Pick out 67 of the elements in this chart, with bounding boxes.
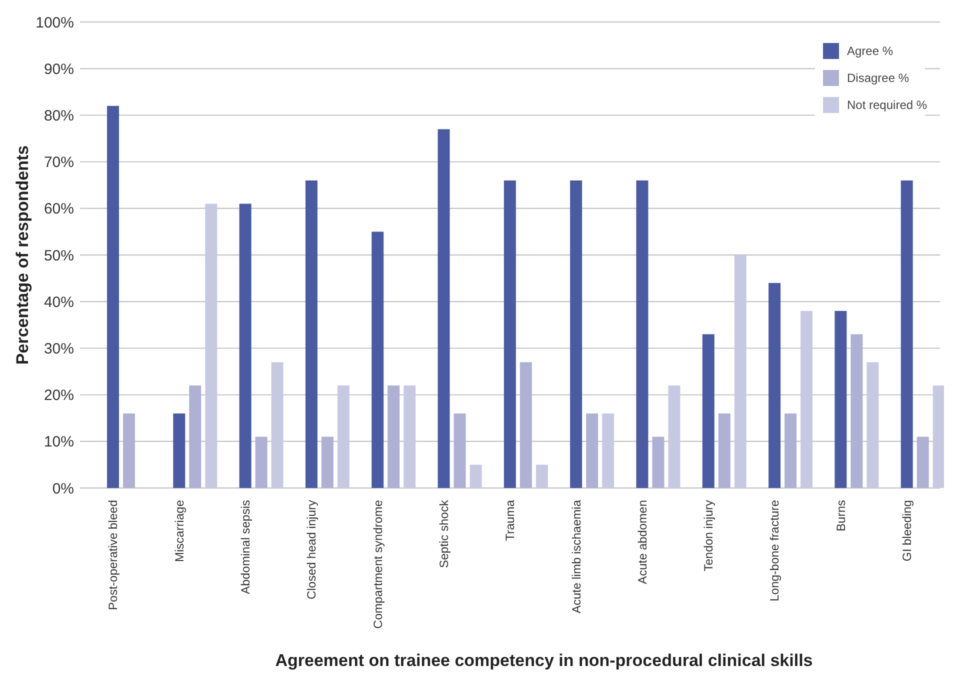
bar: [454, 413, 466, 488]
bar: [652, 436, 664, 488]
y-tick-label: 20%: [44, 387, 74, 404]
bar: [768, 282, 781, 488]
x-tick-label: Septic shock: [436, 499, 451, 568]
bar: [173, 413, 186, 488]
bar: [388, 385, 400, 488]
bar: [900, 180, 913, 488]
x-tick-label: Compartment syndrome: [370, 500, 385, 629]
y-tick-label: 70%: [44, 154, 74, 172]
bar: [866, 362, 879, 488]
x-tick-label: Trauma: [503, 500, 518, 541]
bar: [239, 204, 252, 488]
x-tick-label: GI bleeding: [900, 500, 914, 562]
bar: [305, 180, 318, 488]
bar: [520, 362, 532, 488]
bar: [916, 436, 929, 488]
x-tick-label: Long-bone fracture: [768, 500, 782, 602]
y-tick-label: 0%: [52, 480, 74, 498]
legend-label: Disagree %: [847, 71, 910, 86]
bar: [784, 413, 797, 488]
bar: [205, 204, 218, 488]
x-tick-label: Abdominal sepsis: [238, 500, 253, 594]
bar: [800, 310, 813, 488]
bar: [734, 255, 746, 488]
bar: [321, 436, 334, 488]
bar: [718, 413, 730, 488]
bar: [470, 464, 482, 488]
y-tick-label: 40%: [44, 294, 74, 311]
bar: [337, 385, 350, 488]
x-tick-label: Tendon injury: [702, 500, 716, 572]
y-tick-label: 30%: [44, 340, 74, 358]
bar: [932, 385, 944, 488]
bar: [702, 334, 714, 488]
bar: [602, 413, 614, 488]
bar: [834, 310, 847, 488]
x-tick-label: Post-operative bleed: [106, 500, 120, 610]
bar: [504, 180, 516, 488]
y-tick-label: 90%: [44, 60, 74, 78]
y-tick-label: 80%: [44, 107, 74, 124]
bar: [636, 180, 648, 488]
bar: [107, 106, 119, 488]
bar: [372, 232, 384, 488]
bar: [850, 334, 863, 488]
bar: [123, 413, 135, 488]
y-tick-label: 50%: [44, 247, 74, 264]
x-tick-label: Closed head injury: [304, 500, 319, 600]
legend-label: Not required %: [847, 98, 928, 112]
x-tick-label: Miscarriage: [172, 500, 186, 562]
bar: [271, 362, 284, 488]
bar: [586, 413, 598, 488]
legend-label: Agree %: [847, 44, 894, 58]
bar: [438, 129, 450, 488]
y-tick-label: 100%: [36, 14, 74, 32]
bar: [570, 180, 582, 488]
bar: [404, 385, 416, 488]
y-tick-label: 60%: [44, 200, 74, 218]
x-tick-label: Acute limb ischaemia: [569, 500, 584, 614]
x-tick-label: Acute abdomen: [635, 500, 650, 584]
x-axis-title: Agreement on trainee competency in non-procedural clinical skills: [275, 651, 813, 670]
bar: [255, 436, 268, 488]
bar: [668, 385, 680, 488]
x-tick-label: Burns: [834, 500, 848, 532]
y-axis-title: Percentage of respondents: [13, 145, 32, 365]
bar: [189, 385, 202, 488]
bar: [536, 464, 548, 488]
y-tick-label: 10%: [44, 434, 74, 451]
